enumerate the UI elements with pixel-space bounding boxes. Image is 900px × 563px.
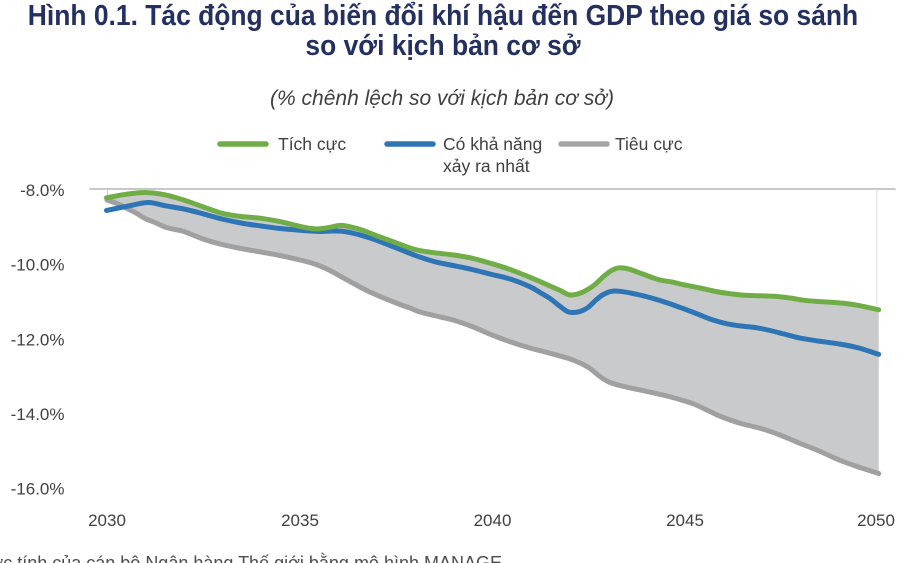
svg-text:2030: 2030 [88, 511, 126, 530]
svg-text:Tích cực: Tích cực [278, 134, 346, 154]
svg-text:-16.0%: -16.0% [11, 480, 65, 499]
svg-text:Có khả năng: Có khả năng [443, 134, 542, 154]
svg-text:-8.0%: -8.0% [20, 181, 64, 200]
svg-text:-10.0%: -10.0% [11, 256, 65, 275]
svg-text:2045: 2045 [666, 511, 704, 530]
svg-text:2040: 2040 [474, 511, 512, 530]
svg-text:-14.0%: -14.0% [11, 405, 65, 424]
svg-text:2035: 2035 [281, 511, 319, 530]
svg-text:xảy ra nhất: xảy ra nhất [443, 156, 530, 176]
svg-text:-12.0%: -12.0% [11, 331, 65, 350]
svg-text:Tiêu cực: Tiêu cực [615, 134, 683, 154]
svg-text:2050: 2050 [857, 511, 895, 530]
